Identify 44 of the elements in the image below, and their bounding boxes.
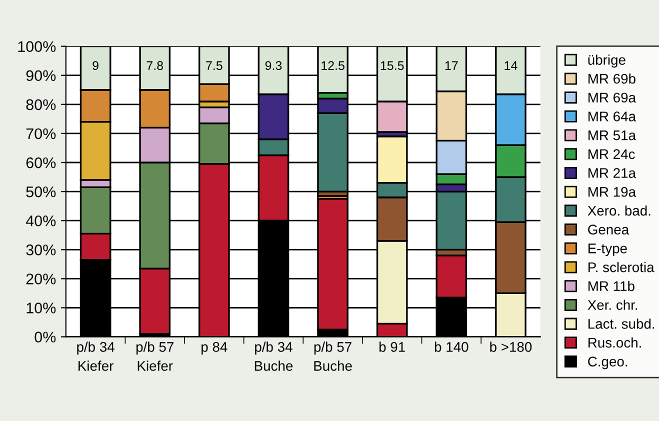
legend-label: P. sclerotia — [588, 262, 654, 272]
annotation: 17 — [445, 61, 458, 70]
x-tick-label: p 84 — [202, 342, 228, 355]
annotation: 9.3 — [265, 61, 282, 70]
y-tick-label: 50% — [26, 186, 56, 198]
annotation: 15.5 — [380, 61, 404, 70]
legend-label: MR 51a — [588, 130, 636, 140]
annotation: 7.5 — [206, 61, 222, 70]
legend-label: MR 21a — [588, 168, 636, 178]
legend-label: Xero. bad. — [588, 205, 650, 216]
legend-label: MR 19a — [588, 186, 636, 197]
annotation: 12.5 — [322, 61, 344, 70]
legend-label: Lact. subd. — [588, 318, 654, 329]
legend-label: MR 64a — [588, 112, 636, 122]
x-tick-label: p/b 57 Kiefer — [136, 342, 174, 371]
y-tick-label: 0% — [34, 332, 56, 342]
y-tick-label: 30% — [26, 244, 56, 256]
x-tick-label: p/b 57 Buche — [314, 342, 352, 371]
x-tick-label: p/b 34 Buche — [254, 342, 293, 371]
y-tick-label: 60% — [26, 157, 56, 168]
x-tick-label: p/b 34 Kiefer — [77, 342, 114, 371]
annotation: 7.8 — [146, 61, 164, 70]
y-tick-label: 40% — [26, 215, 56, 226]
x-tick-label: b 140 — [434, 342, 468, 352]
x-tick-label: b 91 — [379, 342, 405, 352]
y-tick-label: 70% — [26, 128, 56, 140]
x-tick-label: b >180 — [490, 342, 532, 352]
legend-label: C.geo. — [588, 356, 628, 370]
legend-label: MR 11b — [588, 280, 634, 292]
y-tick-label: 100% — [18, 41, 56, 52]
legend-label: MR 69a — [588, 92, 636, 103]
y-tick-label: 10% — [26, 302, 56, 314]
legend-label: Rus.och. — [588, 337, 641, 348]
legend-label: Genea — [588, 224, 630, 235]
annotation: 14 — [504, 61, 518, 70]
legend-label: MR 24c — [588, 149, 635, 160]
legend-label: Xer. chr. — [588, 300, 638, 310]
y-tick-label: 20% — [26, 274, 56, 284]
legend-label: E-type — [588, 244, 627, 256]
legend-label: übrige — [588, 54, 626, 68]
y-tick-label: 80% — [26, 99, 56, 110]
y-tick-label: 90% — [26, 70, 56, 82]
legend-label: MR 69b — [588, 73, 636, 84]
annotation: 9 — [92, 61, 98, 70]
